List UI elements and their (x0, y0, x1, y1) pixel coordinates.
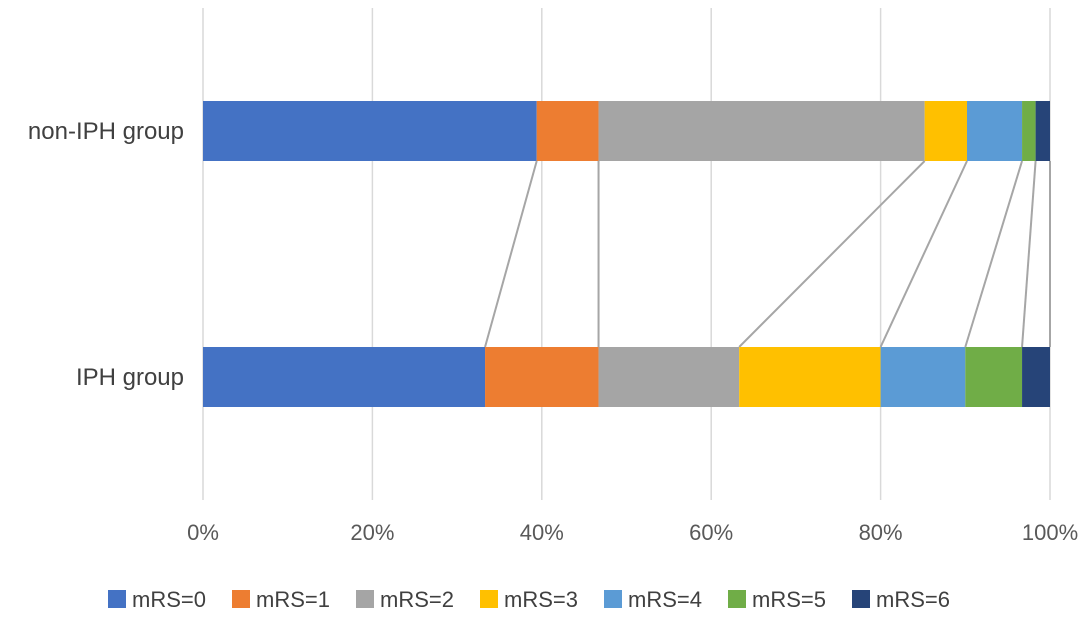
legend-label: mRS=6 (876, 587, 950, 612)
x-tick-label: 80% (859, 520, 903, 545)
category-label: IPH group (76, 364, 184, 391)
series-connector-line (879, 160, 968, 348)
series-connector-line (738, 160, 926, 348)
legend-swatch (604, 590, 622, 608)
bar-segment (1022, 101, 1036, 161)
category-label: non-IPH group (28, 118, 184, 145)
category-labels: non-IPH group IPH group (28, 118, 184, 391)
x-tick-label: 20% (350, 520, 394, 545)
bar-segment (924, 101, 967, 161)
x-tick-label: 40% (520, 520, 564, 545)
bar-segment (880, 347, 966, 407)
bar-segment (965, 347, 1023, 407)
legend-swatch (480, 590, 498, 608)
bar-segment (203, 101, 537, 161)
series-connector-lines (484, 160, 1051, 348)
bar-segment (536, 101, 599, 161)
x-axis-tick-labels: 0% 20% 40% 60% 80% 100% (187, 520, 1078, 545)
legend-label: mRS=2 (380, 587, 454, 612)
bar-segment (485, 347, 599, 407)
bar-segment (203, 347, 486, 407)
legend-swatch (356, 590, 374, 608)
bar-segment (966, 101, 1023, 161)
legend-swatch (232, 590, 250, 608)
legend: mRS=0 mRS=1 mRS=2 mRS=3 mRS=4 mRS=5 mRS=6 (108, 587, 950, 612)
series-connector-line (1021, 160, 1037, 348)
x-tick-label: 60% (689, 520, 733, 545)
bar-segment (1022, 347, 1050, 407)
series-connector-line (964, 160, 1024, 348)
legend-label: mRS=3 (504, 587, 578, 612)
x-tick-label: 100% (1022, 520, 1078, 545)
bar-segment (598, 101, 925, 161)
legend-label: mRS=4 (628, 587, 702, 612)
series-connector-line (484, 160, 538, 348)
legend-swatch (852, 590, 870, 608)
legend-swatch (108, 590, 126, 608)
legend-label: mRS=0 (132, 587, 206, 612)
x-tick-label: 0% (187, 520, 219, 545)
bar-segment (739, 347, 881, 407)
bars (203, 101, 1050, 407)
legend-swatch (728, 590, 746, 608)
legend-label: mRS=1 (256, 587, 330, 612)
legend-label: mRS=5 (752, 587, 826, 612)
bar-segment (598, 347, 740, 407)
bar-segment (1035, 101, 1050, 161)
